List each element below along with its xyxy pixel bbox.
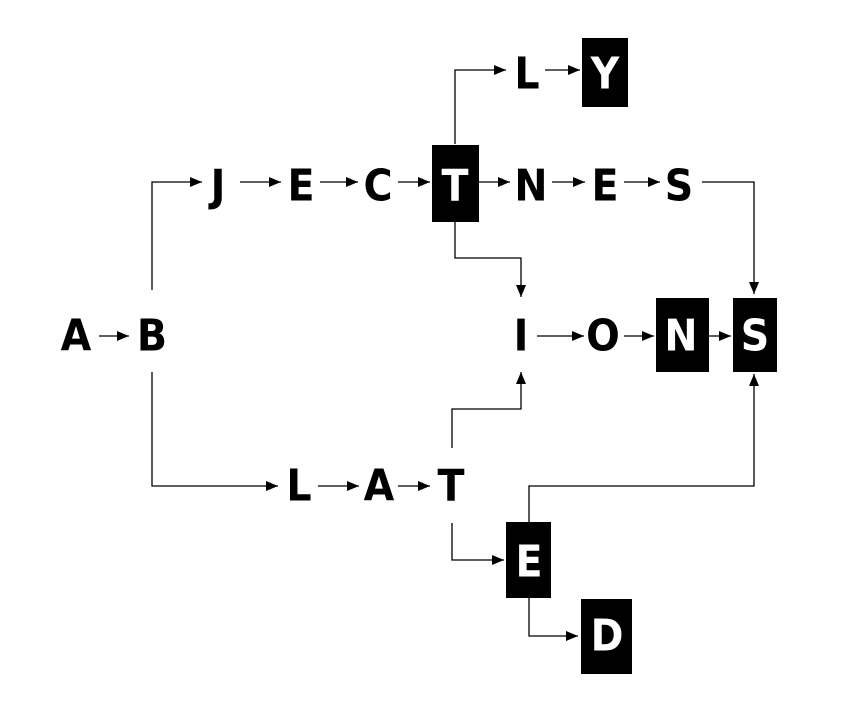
node-a2: A [364,461,395,512]
node-letter-a2: A [364,461,395,512]
terminal-box-n2 [656,298,709,372]
node-letter-o: O [586,311,620,362]
node-letter-n1: N [514,161,547,212]
node-e1: E [287,161,314,212]
node-letter-l2: L [286,461,311,512]
node-n2: N [656,298,709,372]
edge-t2-to-e3 [451,523,504,565]
node-y: Y [582,38,628,107]
terminal-box-d [581,599,632,674]
node-i: I [514,311,529,362]
node-o: O [586,311,620,362]
node-l2: L [286,461,311,512]
edge-t1-to-i [454,222,526,297]
terminal-box-y [582,38,628,107]
node-t2: T [437,461,464,512]
node-letter-j: J [208,161,226,212]
node-letter-d: D [591,611,624,662]
node-letter-s2: S [741,311,770,362]
terminal-box-e3 [506,522,551,598]
node-letter-b: B [137,311,167,362]
node-letter-y: Y [590,49,621,100]
edge-e3-to-d [528,598,578,641]
node-letter-e2: E [591,161,618,212]
node-j: J [208,161,226,212]
node-letter-n2: N [664,311,697,362]
node-letter-s1: S [665,161,694,212]
node-s2: S [733,298,777,372]
edge-b-to-j [151,177,202,290]
node-letter-t2: T [437,461,464,512]
terminal-box-t1 [432,145,479,222]
node-e2: E [591,161,618,212]
edge-b-to-l2 [151,372,278,491]
node-c: C [363,161,392,212]
node-l1: L [514,49,539,100]
node-letter-l1: L [514,49,539,100]
node-t1: T [432,145,479,222]
node-letter-a: A [61,311,92,362]
edge-layer [99,65,759,641]
edge-s1-to-s2 [702,181,759,294]
node-d: D [581,599,632,674]
node-letter-c: C [363,161,392,212]
node-b: B [137,311,167,362]
edge-t2-to-i [451,372,526,448]
node-a: A [61,311,92,362]
edge-t1-to-l1 [454,65,506,144]
node-letter-t1: T [441,161,468,212]
edge-e3-to-s2 [528,374,759,522]
node-n1: N [514,161,547,212]
node-letter-e1: E [287,161,314,212]
node-letter-i: I [514,311,529,362]
node-s1: S [665,161,694,212]
terminal-box-s2 [733,298,777,372]
node-letter-e3: E [515,537,542,588]
node-layer: A BJ E C T N E SL YI O N SL A TED [61,38,777,674]
node-e3: E [506,522,551,598]
